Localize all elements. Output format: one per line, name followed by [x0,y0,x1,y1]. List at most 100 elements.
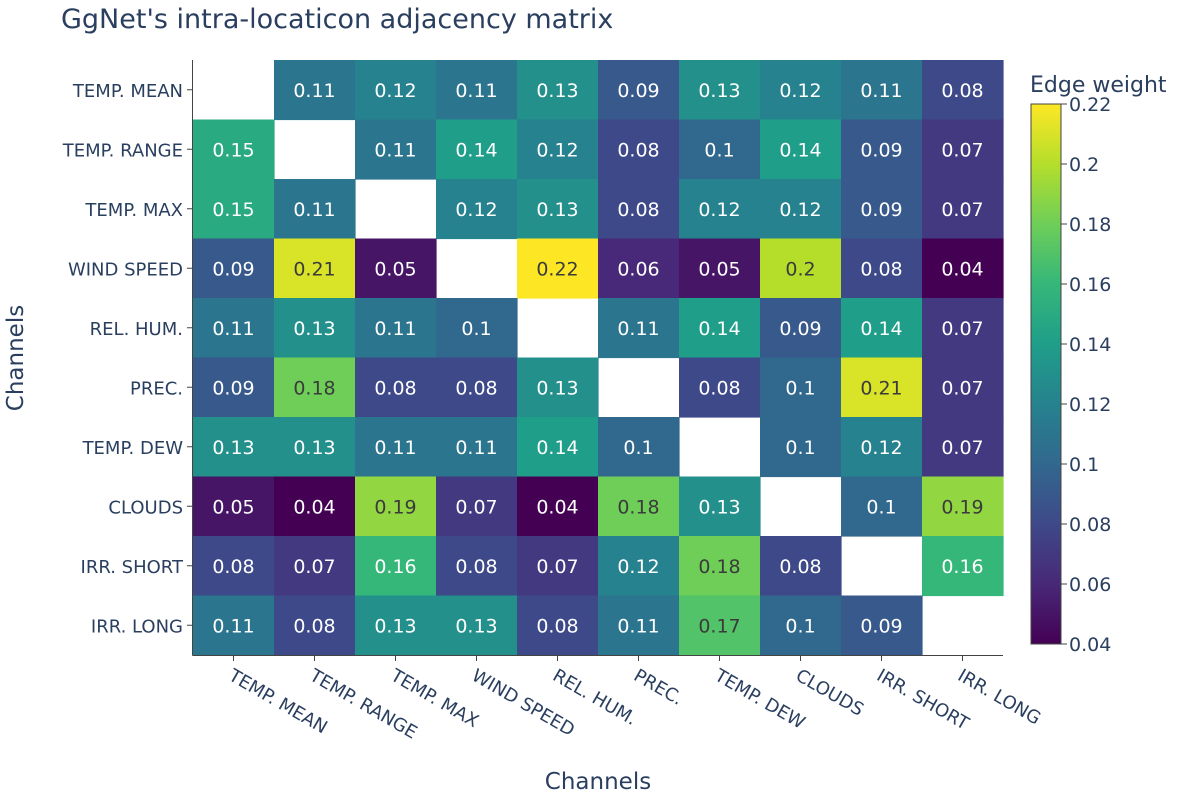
cell-value-label: 0.14 [536,437,578,459]
heatmap-cell [760,595,842,656]
cell-value-label: 0.11 [374,139,416,161]
heatmap-cell [922,179,1004,240]
axes [187,60,1003,661]
cell-value-label: 0.09 [617,80,659,102]
heatmap-cell [679,119,761,180]
cell-value-label: 0.08 [374,377,416,399]
heatmap-cell [598,179,680,240]
heatmap-cell [517,357,599,418]
cell-value-label: 0.13 [536,377,578,399]
heatmap-cell [841,238,923,299]
heatmap-cell [598,238,680,299]
heatmap-cell [274,60,356,121]
cell-value-label: 0.11 [617,318,659,340]
heatmap-cell [355,238,437,299]
cell-value-label: 0.08 [941,80,983,102]
heatmap-cell [598,417,680,478]
cell-value-label: 0.09 [860,615,902,637]
heatmap-cell [517,595,599,656]
cell-value-label: 0.07 [941,437,983,459]
cell-value-label: 0.08 [779,556,821,578]
y-tick-label: WIND SPEED [68,259,183,280]
cell-value-label: 0.08 [293,615,335,637]
cell-value-label: 0.09 [212,377,254,399]
cell-value-label: 0.04 [941,258,983,280]
heatmap-cell [679,298,761,359]
cell-value-label: 0.12 [779,80,821,102]
x-tick-label: PREC. [630,665,686,710]
heatmap-cell [436,595,518,656]
cell-value-label: 0.12 [536,139,578,161]
cell-value-label: 0.12 [779,199,821,221]
cell-value-label: 0.1 [785,377,815,399]
heatmap-cell [193,179,275,240]
heatmap-cell [760,179,842,240]
heatmap-cell [517,238,599,299]
heatmap-cell [922,298,1004,359]
cell-value-label: 0.13 [698,80,740,102]
cell-value-label: 0.13 [212,437,254,459]
cell-value-label: 0.07 [293,556,335,578]
heatmap-cell [517,60,599,121]
cell-value-label: 0.11 [374,318,416,340]
heatmap-cell [355,417,437,478]
heatmap-cell [679,536,761,597]
colorbar-tick-label: 0.18 [1069,214,1111,236]
cell-value-label: 0.05 [374,258,416,280]
cell-value-label: 0.16 [374,556,416,578]
colorbar-tick-label: 0.1 [1069,454,1099,476]
heatmap-cell [679,476,761,537]
chart-title: GgNet's intra-locaticon adjacency matrix [61,4,614,35]
heatmap-cell [436,357,518,418]
cell-value-label: 0.07 [941,199,983,221]
heatmap-cell [436,476,518,537]
cell-value-label: 0.08 [212,556,254,578]
colorbar-tick-label: 0.08 [1069,514,1111,536]
heatmap-cell [355,595,437,656]
cell-value-label: 0.14 [860,318,902,340]
heatmap-cell [436,179,518,240]
heatmap-cell [517,417,599,478]
y-tick-label: TEMP. RANGE [62,140,183,161]
x-axis-title: Channels [545,769,651,795]
heatmap-cell [598,60,680,121]
colorbar-tick-label: 0.04 [1069,634,1111,656]
cell-value-label: 0.08 [860,258,902,280]
heatmap-cell [193,476,275,537]
cell-value-label: 0.1 [623,437,653,459]
cell-value-label: 0.11 [860,80,902,102]
cell-value-label: 0.09 [860,139,902,161]
cell-value-label: 0.07 [941,139,983,161]
heatmap-cell [274,476,356,537]
y-axis-title: Channels [3,305,29,411]
heatmap-cell [841,357,923,418]
heatmap-cell [517,119,599,180]
heatmap-cell [193,238,275,299]
heatmap-cell [598,595,680,656]
cell-value-label: 0.11 [455,80,497,102]
heatmap-cell [922,60,1004,121]
cell-value-label: 0.12 [455,199,497,221]
colorbar-title: Edge weight [1030,73,1167,98]
cell-value-label: 0.18 [293,377,335,399]
y-tick-label: CLOUDS [108,497,183,518]
heatmap-cell [355,60,437,121]
cell-value-label: 0.08 [455,556,497,578]
colorbar-gradient [1030,103,1062,645]
cell-value-label: 0.04 [293,496,335,518]
colorbar-tick-label: 0.14 [1069,334,1111,356]
heatmap-cell [841,417,923,478]
y-tick-label: REL. HUM. [90,319,183,340]
colorbar-ticks: 0.04 0.06 0.08 0.1 0.12 0.14 0.16 0.18 0.2 0.22 [1061,94,1111,656]
heatmap-cell [274,595,356,656]
cell-value-label: 0.11 [212,615,254,637]
cell-value-label: 0.08 [536,615,578,637]
heatmap-cell [841,119,923,180]
cell-value-label: 0.14 [698,318,740,340]
heatmap-cell [922,119,1004,180]
cell-value-label: 0.12 [374,80,416,102]
cell-value-label: 0.1 [461,318,491,340]
cell-value-label: 0.07 [455,496,497,518]
cell-value-label: 0.18 [698,556,740,578]
